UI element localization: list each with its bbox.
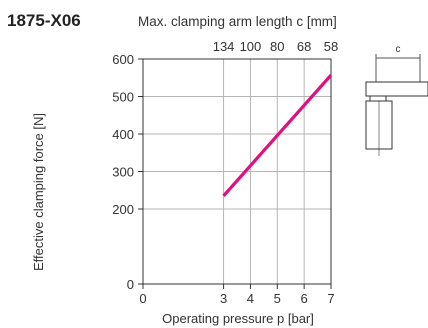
top-tick-label: 58 <box>324 39 338 54</box>
series-line <box>222 74 333 197</box>
top-tick-label: 100 <box>240 39 262 54</box>
y-tick-label: 600 <box>112 52 134 67</box>
top-tick-label: 68 <box>297 39 311 54</box>
tick-labels: 0 3 4 5 6 7 0 200 300 400 500 600 134 100 80 68 58 <box>112 39 338 306</box>
dimension-label: c <box>396 44 401 55</box>
top-tick-label: 134 <box>213 39 235 54</box>
x-tick-label: 5 <box>274 291 281 306</box>
x-tick-label: 6 <box>301 291 308 306</box>
y-tick-label: 200 <box>112 202 134 217</box>
x-tick-label: 3 <box>220 291 227 306</box>
clamp-arm-diagram: c <box>365 44 428 156</box>
grid-lines <box>142 58 332 285</box>
top-axis-label: Max. clamping arm length c [mm] <box>138 14 337 29</box>
x-axis-label: Operating pressure p [bar] <box>162 311 314 326</box>
x-tick-label: 4 <box>247 291 254 306</box>
series-layer <box>222 74 333 197</box>
top-tick-label: 80 <box>270 39 284 54</box>
y-tick-label: 500 <box>112 90 134 105</box>
clamping-arm-shape <box>365 81 428 97</box>
model-label: 1875-X06 <box>7 11 81 30</box>
y-tick-label: 0 <box>127 277 134 292</box>
y-tick-label: 400 <box>112 127 134 142</box>
x-tick-label: 7 <box>327 291 334 306</box>
x-tick-label: 0 <box>139 291 146 306</box>
y-tick-label: 300 <box>112 165 134 180</box>
plunger-shape <box>369 95 387 102</box>
y-axis-label: Effective clamping force [N] <box>31 113 46 271</box>
